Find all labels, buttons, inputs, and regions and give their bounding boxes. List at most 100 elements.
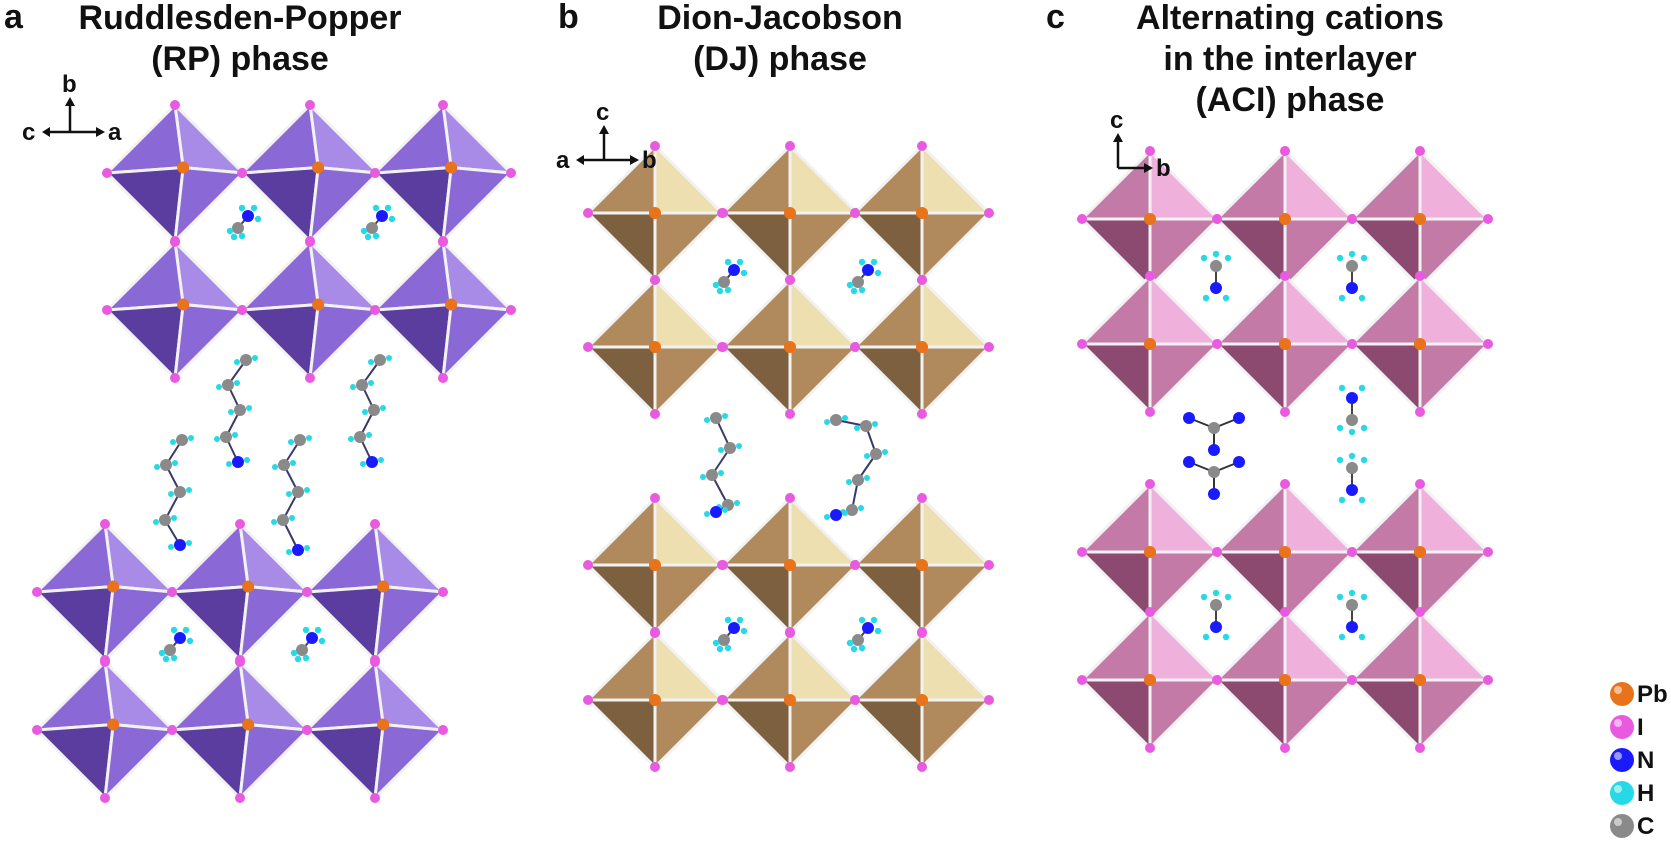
c-atom [1210, 260, 1222, 272]
i-atom [850, 208, 860, 218]
i-atom [718, 342, 728, 352]
c-atom [860, 420, 872, 432]
n-atom [1210, 621, 1222, 633]
h-atom [870, 616, 878, 624]
i-atom [370, 168, 380, 178]
h-atom [704, 511, 710, 517]
h-atom [736, 443, 742, 449]
h-atom [386, 355, 392, 361]
legend-item-n: N [1610, 747, 1654, 774]
i-atom [102, 168, 112, 178]
i-atom [1212, 675, 1222, 685]
i-atom [1347, 214, 1357, 224]
c-atom [718, 276, 730, 288]
i-atom [583, 342, 593, 352]
c-atom [1208, 422, 1220, 434]
i-atom [785, 141, 795, 151]
n-atom [710, 506, 722, 518]
c-atom [830, 414, 842, 426]
h-atom [874, 627, 882, 635]
i-atom [1483, 675, 1493, 685]
h-atom [858, 616, 866, 624]
pb-atom [784, 559, 796, 571]
n-atom [1208, 488, 1220, 500]
cation [1336, 589, 1368, 641]
h-atom [246, 405, 252, 411]
h-atom [1212, 589, 1220, 597]
i-atom [583, 695, 593, 705]
c-atom [1210, 599, 1222, 611]
c-atom [222, 379, 234, 391]
octahedron [302, 519, 448, 665]
i-atom [850, 342, 860, 352]
axis-indicator-b: c b a [556, 99, 657, 174]
i-atom [370, 519, 380, 529]
pb-atom [242, 718, 255, 731]
octahedron [1347, 479, 1493, 625]
pb-atom [1144, 213, 1156, 225]
pb-atom [784, 207, 796, 219]
panel-a-title-line-1: Ruddlesden-Popper [78, 0, 402, 37]
i-atom [583, 560, 593, 570]
methylammonium [360, 204, 396, 241]
pb-atom [916, 559, 928, 571]
h-atom [712, 639, 720, 647]
i-atom [1212, 547, 1222, 557]
n-atom [728, 622, 740, 634]
h-atom [740, 269, 748, 277]
pb-atom [1144, 546, 1156, 558]
octahedron [370, 237, 516, 383]
n-atom [862, 622, 874, 634]
octahedron [583, 628, 727, 772]
i-atom [650, 141, 660, 151]
n-atom [1208, 444, 1220, 456]
pb-atom [1144, 338, 1156, 350]
i-atom [785, 628, 795, 638]
i-atom [1077, 675, 1087, 685]
h-atom [186, 487, 192, 493]
legend-label-pb: Pb [1637, 681, 1668, 708]
i-atom [1347, 339, 1357, 349]
axis-label-left: a [556, 147, 570, 174]
h-atom [700, 474, 706, 480]
legend-item-i: I [1610, 714, 1644, 741]
h-atom [864, 453, 870, 459]
pb-atom [1279, 338, 1291, 350]
h-atom [234, 380, 240, 386]
c-atom [870, 448, 882, 460]
i-atom [1077, 547, 1087, 557]
n-atom [232, 456, 244, 468]
c-atom [164, 644, 176, 656]
pb-atom [916, 694, 928, 706]
h-atom [1222, 633, 1230, 641]
methylammonium [712, 616, 748, 653]
h-atom [360, 227, 368, 235]
c-atom [368, 404, 380, 416]
panel-a-structure [32, 100, 516, 803]
c-atom [1346, 462, 1358, 474]
c-atom [278, 459, 290, 471]
h-atom [226, 227, 234, 235]
n-atom [306, 632, 318, 644]
methylammonium [712, 258, 748, 295]
h-atom [718, 447, 724, 453]
methylammonium [846, 258, 882, 295]
i-atom [1280, 271, 1290, 281]
h-atom [850, 287, 858, 295]
pb-atom [312, 161, 325, 174]
h-atom [304, 545, 310, 551]
legend-label-h: H [1637, 780, 1654, 807]
h-atom [290, 649, 298, 657]
h-atom [842, 510, 848, 516]
i-atom [1280, 607, 1290, 617]
h-atom [154, 464, 160, 470]
h-atom [272, 464, 278, 470]
pb-atom [784, 341, 796, 353]
panel-c-title-line-2: in the interlayer [1163, 40, 1417, 78]
i-atom [1280, 479, 1290, 489]
organic-chain [348, 354, 392, 468]
h-atom [724, 286, 732, 294]
pb-atom [242, 580, 255, 593]
i-atom [650, 275, 660, 285]
